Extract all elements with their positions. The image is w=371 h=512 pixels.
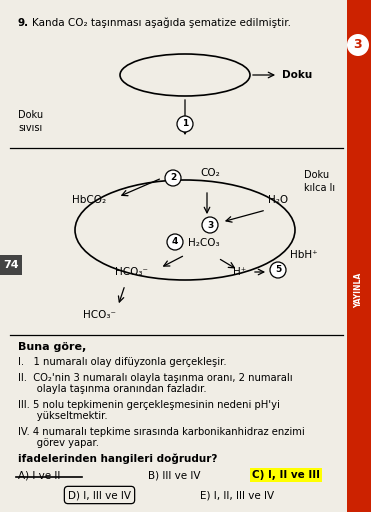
Text: HCO₃⁻: HCO₃⁻: [115, 267, 148, 277]
Text: Doku
sıvısı: Doku sıvısı: [18, 110, 43, 133]
Text: C) I, II ve III: C) I, II ve III: [252, 470, 320, 480]
Text: Doku
kılca lı: Doku kılca lı: [304, 170, 335, 193]
Text: HCO₃⁻: HCO₃⁻: [83, 310, 116, 320]
Text: 2: 2: [170, 174, 176, 182]
Text: 5: 5: [275, 266, 281, 274]
Circle shape: [177, 116, 193, 132]
Text: II.  CO₂'nin 3 numaralı olayla taşınma oranı, 2 numaralı: II. CO₂'nin 3 numaralı olayla taşınma or…: [18, 373, 293, 383]
Text: 3: 3: [354, 38, 362, 52]
Text: ifadelerinden hangileri doğrudur?: ifadelerinden hangileri doğrudur?: [18, 454, 217, 464]
Text: H₂O: H₂O: [268, 195, 288, 205]
Circle shape: [202, 217, 218, 233]
Text: 1: 1: [182, 119, 188, 129]
Text: HbH⁺: HbH⁺: [290, 250, 318, 260]
Circle shape: [165, 170, 181, 186]
Text: Kanda CO₂ taşınması aşağıda şematize edilmiştir.: Kanda CO₂ taşınması aşağıda şematize edi…: [32, 18, 291, 29]
Text: yükseltmektir.: yükseltmektir.: [18, 411, 108, 421]
Text: H₂CO₃: H₂CO₃: [188, 238, 220, 248]
Text: H⁺: H⁺: [233, 267, 247, 277]
Text: IV. 4 numaralı tepkime sırasında karbonikanhidraz enzimi: IV. 4 numaralı tepkime sırasında karboni…: [18, 427, 305, 437]
Circle shape: [167, 234, 183, 250]
Circle shape: [270, 262, 286, 278]
Text: III. 5 nolu tepkimenin gerçekleşmesinin nedeni pH'yi: III. 5 nolu tepkimenin gerçekleşmesinin …: [18, 400, 280, 410]
Text: görev yapar.: görev yapar.: [18, 438, 99, 448]
Text: I.   1 numaralı olay difüyzonla gerçekleşir.: I. 1 numaralı olay difüyzonla gerçekleşi…: [18, 357, 227, 367]
Circle shape: [347, 34, 369, 56]
Text: HbCO₂: HbCO₂: [72, 195, 106, 205]
Text: 3: 3: [207, 221, 213, 229]
Text: Doku: Doku: [282, 70, 312, 80]
FancyBboxPatch shape: [347, 0, 371, 512]
Text: 9.: 9.: [18, 18, 29, 28]
Text: 4: 4: [172, 238, 178, 246]
Text: YAYINLA: YAYINLA: [355, 272, 364, 308]
Text: B) III ve IV: B) III ve IV: [148, 470, 200, 480]
FancyBboxPatch shape: [0, 255, 22, 275]
Text: Buna göre,: Buna göre,: [18, 342, 86, 352]
Text: olayla taşınma oranından fazladır.: olayla taşınma oranından fazladır.: [18, 384, 207, 394]
Text: A) I ve II: A) I ve II: [18, 470, 60, 480]
Text: CO₂: CO₂: [200, 168, 220, 178]
Text: E) I, II, III ve IV: E) I, II, III ve IV: [200, 490, 274, 500]
Text: 74: 74: [3, 260, 19, 270]
Text: D) I, III ve IV: D) I, III ve IV: [68, 490, 131, 500]
